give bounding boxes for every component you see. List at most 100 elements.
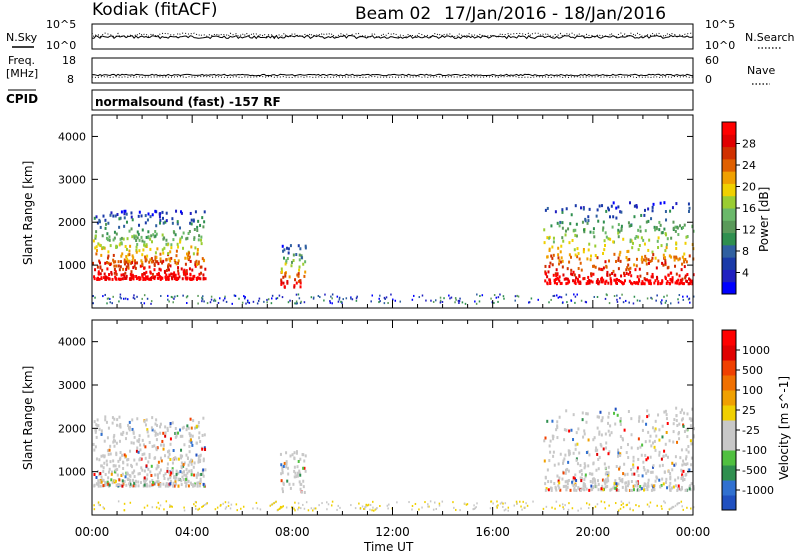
power-echo-963	[629, 266, 632, 270]
velocity-echo-1311	[580, 507, 582, 510]
power-echo-844	[571, 273, 574, 277]
power-echo-846	[606, 270, 609, 274]
velocity-echo-1146	[686, 506, 688, 509]
velocity-echo-1287	[545, 505, 548, 508]
power-echo-262	[122, 237, 125, 241]
power-echo-197	[99, 244, 102, 248]
velocity-echo-1170	[620, 500, 623, 503]
power-echo-951	[661, 280, 664, 284]
power-echo-648	[605, 235, 608, 239]
velocity-echo-1129	[614, 502, 617, 505]
velocity-echo-1071	[619, 423, 622, 427]
power-echo-643	[665, 243, 668, 247]
velocity-echo-474	[162, 482, 165, 486]
power-echo-1017	[617, 256, 620, 260]
velocity-echo-252	[199, 473, 202, 477]
velocity-echo-1268	[433, 501, 436, 504]
velocity-echo-670	[563, 428, 566, 432]
velocity-echo-275	[109, 452, 112, 456]
velocity-echo-191	[99, 480, 102, 484]
velocity-echo-533	[281, 466, 284, 470]
velocity-echo-1349	[532, 500, 534, 503]
power-echo-1142	[266, 298, 268, 301]
velocity-echo-84	[164, 434, 167, 438]
velocity-echo-176	[159, 431, 162, 435]
velocity-echo-131	[187, 484, 190, 488]
velocity-echo-566	[283, 461, 286, 465]
velocity-echo-7	[171, 467, 174, 471]
velocity-echo-1247	[242, 505, 245, 508]
power-echo-270	[158, 215, 161, 219]
velocity-echo-381	[164, 425, 167, 429]
power-echo-663	[674, 264, 677, 268]
power-echo-622	[555, 274, 558, 278]
velocity-echo-297	[139, 448, 142, 452]
power-echo-530	[284, 274, 287, 278]
velocity-echo-350	[141, 438, 144, 442]
power-echo-672	[617, 228, 620, 232]
velocity-echo-715	[675, 419, 678, 423]
power-echo-1275	[132, 296, 135, 299]
velocity-echo-1139	[387, 507, 389, 510]
velocity-echo-950	[653, 445, 656, 449]
velocity-echo-1195	[668, 508, 671, 511]
power-echo-1344	[270, 302, 273, 305]
velocity-cbar-cell-1	[722, 480, 736, 496]
velocity-echo-1034	[681, 417, 684, 421]
velocity-echo-1061	[546, 468, 549, 472]
velocity-echo-368	[201, 447, 204, 451]
power-echo-555	[299, 247, 302, 251]
power-echo-534	[282, 275, 285, 279]
velocity-echo-1249	[521, 508, 523, 511]
power-echo-1183	[263, 300, 265, 303]
power-cbar-cell-1	[722, 269, 736, 283]
power-echo-1302	[616, 298, 618, 301]
power-echo-524	[298, 268, 301, 272]
power-echo-1312	[298, 297, 301, 300]
power-echo-592	[651, 256, 654, 260]
velocity-echo-889	[652, 484, 655, 488]
velocity-echo-978	[575, 488, 578, 492]
power-echo-777	[603, 248, 606, 252]
power-echo-1067	[626, 266, 629, 270]
velocity-echo-130	[132, 441, 135, 445]
velocity-echo-19	[154, 422, 157, 426]
power-echo-1130	[276, 297, 279, 300]
velocity-echo-845	[658, 478, 661, 482]
power-echo-687	[560, 244, 563, 248]
power-echo-381	[192, 219, 195, 223]
velocity-echo-323	[169, 424, 172, 428]
velocity-echo-456	[177, 484, 180, 488]
power-echo-492	[196, 225, 199, 229]
velocity-echo-245	[172, 457, 175, 461]
power-echo-148	[139, 264, 142, 268]
power-echo-850	[622, 237, 625, 241]
power-echo-242	[159, 219, 162, 223]
velocity-echo-68	[174, 482, 177, 486]
power-echo-1092	[617, 205, 620, 209]
power-echo-906	[559, 260, 562, 264]
power-echo-57	[105, 222, 108, 226]
power-echo-809	[607, 281, 610, 285]
velocity-echo-1054	[556, 474, 559, 478]
velocity-echo-1232	[632, 509, 634, 512]
power-echo-1126	[102, 295, 104, 298]
velocity-echo-184	[177, 471, 180, 475]
velocity-echo-1018	[657, 413, 660, 417]
velocity-echo-1328	[303, 507, 306, 510]
velocity-cbar-label-2: 100	[742, 384, 763, 397]
power-echo-448	[159, 257, 162, 261]
velocity-echo-1335	[414, 502, 417, 505]
velocity-echo-491	[97, 481, 100, 485]
velocity-echo-1066	[548, 444, 551, 448]
freq-trace	[91, 73, 694, 77]
velocity-echo-1013	[543, 439, 546, 443]
power-echo-1139	[663, 295, 665, 298]
power-echo-1000	[679, 281, 682, 285]
power-echo-1185	[411, 298, 414, 301]
velocity-echo-139	[148, 453, 151, 457]
velocity-echo-743	[630, 417, 633, 421]
velocity-echo-625	[602, 488, 605, 492]
power-echo-545	[287, 251, 290, 255]
velocity-echo-1277	[628, 501, 631, 504]
